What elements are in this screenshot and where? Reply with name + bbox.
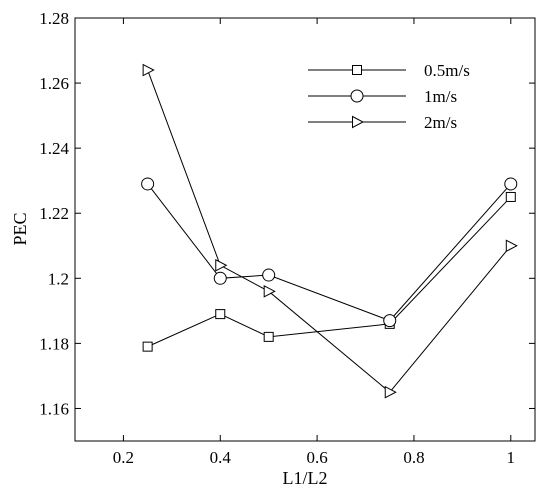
data-point-triangle-right [215,258,228,272]
data-point-square [263,331,274,342]
y-tick-label: 1.24 [39,139,69,158]
y-tick-label: 1.28 [39,9,69,28]
data-point-circle [383,314,397,328]
data-point-triangle-right [142,63,155,77]
y-tick-label: 1.18 [39,334,69,353]
x-axis-label: L1/L2 [283,468,328,488]
x-tick-label: 0.8 [403,448,424,467]
legend-label: 2m/s [424,113,457,132]
legend-item: 1m/s [308,87,457,106]
data-point-triangle-right [505,239,518,253]
y-tick-label: 1.2 [48,269,69,288]
legend: 0.5m/s 1m/s 2m/s [308,61,470,132]
data-point-square [142,341,153,352]
x-tick-label: 0.6 [306,448,327,467]
data-point-square [505,191,516,202]
plot-frame [74,17,536,442]
legend-marker-square [352,65,362,75]
data-point-circle [262,268,276,282]
data-point-triangle-right [384,385,397,399]
data-point-circle [213,271,227,285]
x-tick-label: 0.4 [210,448,232,467]
legend-marker-circle [350,89,364,103]
y-tick-label: 1.16 [39,399,69,418]
legend-label: 0.5m/s [424,61,470,80]
data-point-square [215,309,226,320]
series-1 [142,191,516,352]
series-2 [141,177,518,328]
y-axis-label: PEC [10,212,30,245]
series-line [147,183,512,322]
legend-item: 2m/s [308,113,457,132]
data-point-triangle-right [263,284,276,298]
y-tick-label: 1.22 [39,204,69,223]
series-line [147,196,512,348]
y-tick-label: 1.26 [39,74,69,93]
legend-label: 1m/s [424,87,457,106]
x-tick-label: 0.2 [113,448,134,467]
x-tick-label: 1 [507,448,516,467]
legend-marker-triangle-right [352,115,365,129]
data-point-circle [141,177,155,191]
series-3 [142,63,518,399]
data-point-circle [504,177,518,191]
legend-item: 0.5m/s [308,61,470,80]
